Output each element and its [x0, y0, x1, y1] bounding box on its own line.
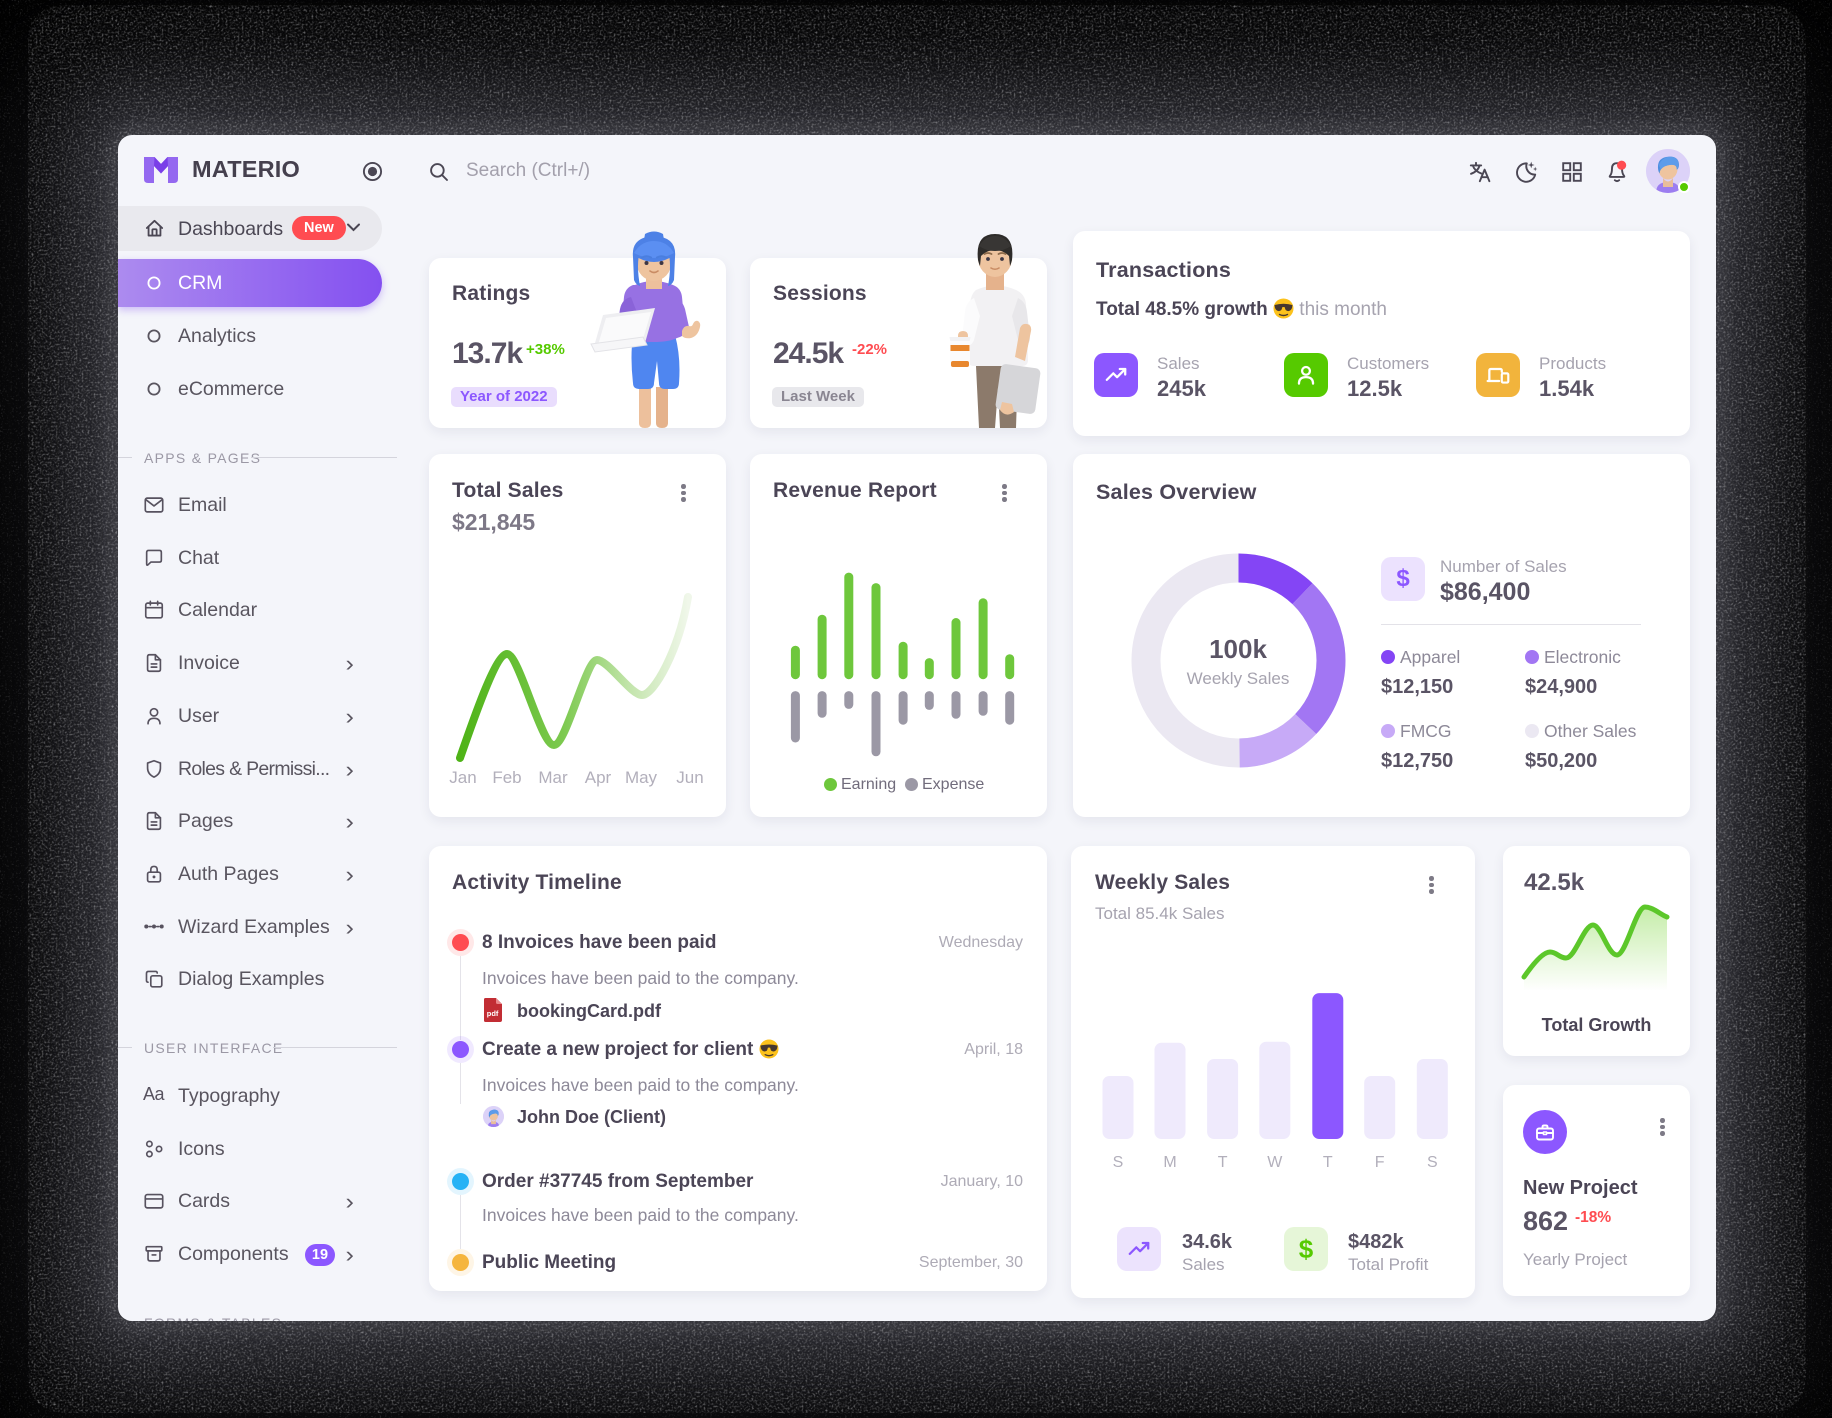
- svg-text:pdf: pdf: [487, 1009, 499, 1018]
